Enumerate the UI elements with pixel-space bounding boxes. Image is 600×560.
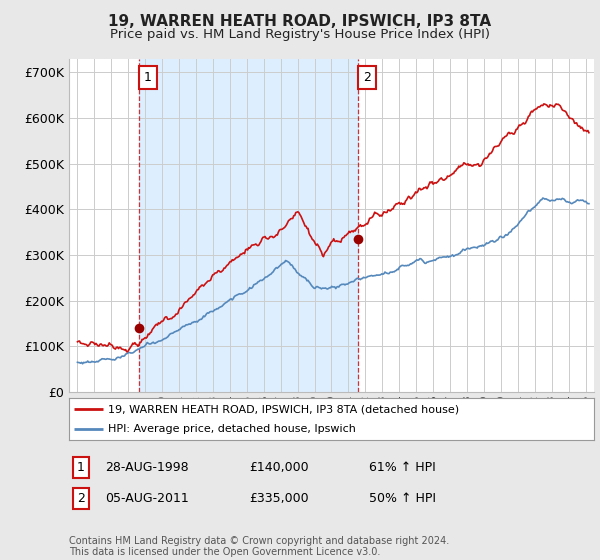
- Text: Price paid vs. HM Land Registry's House Price Index (HPI): Price paid vs. HM Land Registry's House …: [110, 28, 490, 41]
- Text: 1: 1: [77, 461, 85, 474]
- Text: HPI: Average price, detached house, Ipswich: HPI: Average price, detached house, Ipsw…: [109, 424, 356, 434]
- Text: £335,000: £335,000: [249, 492, 308, 505]
- Text: 19, WARREN HEATH ROAD, IPSWICH, IP3 8TA (detached house): 19, WARREN HEATH ROAD, IPSWICH, IP3 8TA …: [109, 404, 460, 414]
- Bar: [139, 59, 358, 392]
- Text: £140,000: £140,000: [249, 461, 308, 474]
- Text: 1: 1: [144, 71, 152, 83]
- Text: 50% ↑ HPI: 50% ↑ HPI: [369, 492, 436, 505]
- Text: 28-AUG-1998: 28-AUG-1998: [105, 461, 188, 474]
- Text: 2: 2: [77, 492, 85, 505]
- Text: 61% ↑ HPI: 61% ↑ HPI: [369, 461, 436, 474]
- Text: 19, WARREN HEATH ROAD, IPSWICH, IP3 8TA: 19, WARREN HEATH ROAD, IPSWICH, IP3 8TA: [109, 14, 491, 29]
- Text: Contains HM Land Registry data © Crown copyright and database right 2024.
This d: Contains HM Land Registry data © Crown c…: [69, 535, 449, 557]
- Text: 05-AUG-2011: 05-AUG-2011: [105, 492, 189, 505]
- Text: 2: 2: [363, 71, 371, 83]
